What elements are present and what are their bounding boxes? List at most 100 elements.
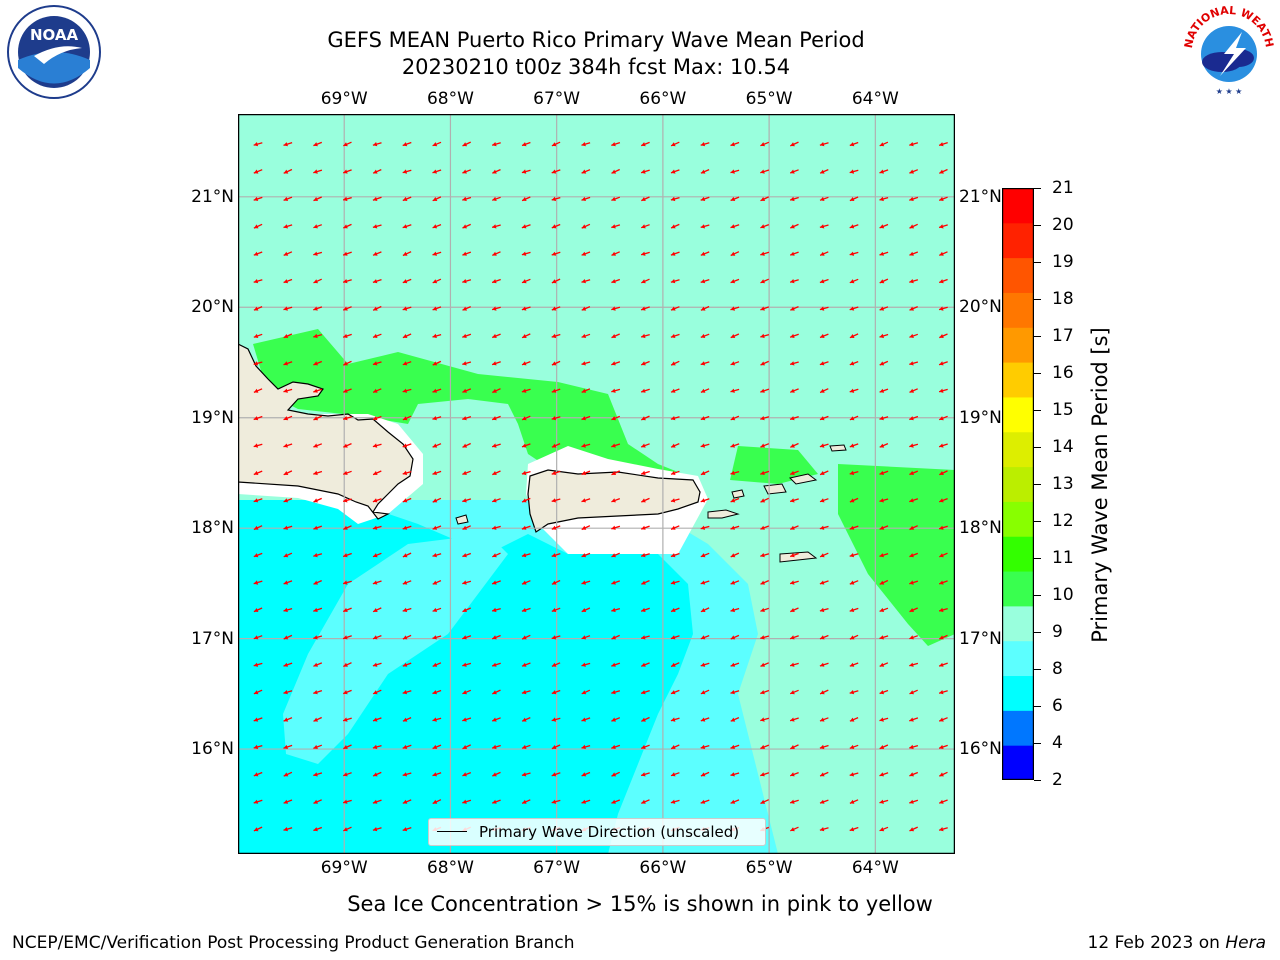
wave-direction-arrow (521, 634, 531, 640)
colorbar-tick-label: 18 (1052, 289, 1074, 309)
wave-direction-arrow (611, 306, 621, 311)
wave-direction-arrow (760, 470, 770, 475)
wave-direction-arrow (611, 443, 621, 448)
wave-direction-arrow (521, 553, 531, 558)
wave-direction-arrow (819, 415, 829, 421)
wave-direction-arrow (372, 361, 382, 366)
wave-direction-arrow (402, 662, 412, 667)
wave-direction-arrow (521, 744, 531, 749)
wave-direction-arrow (939, 168, 948, 174)
wave-direction-arrow (611, 224, 621, 229)
wave-direction-arrow (849, 525, 859, 530)
wave-direction-arrow (730, 662, 740, 667)
wave-direction-arrow (521, 196, 531, 202)
wave-direction-arrow (491, 717, 501, 722)
wave-direction-arrow (253, 279, 263, 284)
wave-direction-arrow (462, 442, 471, 448)
wave-direction-arrow (849, 497, 859, 503)
wave-direction-arrow (372, 169, 382, 174)
wave-direction-arrow (521, 690, 531, 695)
wave-direction-arrow (551, 416, 561, 421)
wave-direction-arrow (253, 799, 263, 804)
wave-direction-arrow (402, 772, 412, 777)
wave-direction-arrow (849, 443, 859, 448)
wave-direction-arrow (462, 635, 472, 640)
wave-direction-arrow (730, 799, 740, 804)
wave-direction-arrow (462, 744, 471, 750)
wave-direction-arrow (283, 771, 293, 777)
wave-direction-arrow (641, 716, 650, 722)
wave-direction-arrow (938, 827, 948, 832)
wave-direction-arrow (819, 224, 829, 229)
wave-direction-arrow (492, 771, 501, 777)
wave-direction-arrow (491, 662, 501, 667)
wave-direction-arrow (551, 141, 561, 147)
wave-direction-arrow (909, 306, 918, 311)
lat-label-right: 21°N (959, 186, 1002, 207)
wave-direction-arrow (402, 415, 412, 421)
wave-direction-arrow (551, 607, 561, 613)
wave-direction-arrow (819, 799, 829, 804)
wave-direction-arrow (819, 306, 829, 311)
wave-direction-arrow (909, 525, 918, 531)
wave-direction-arrow (491, 525, 501, 530)
wave-direction-arrow (789, 361, 799, 366)
wave-direction-arrow (641, 497, 650, 503)
wave-direction-arrow (879, 525, 889, 530)
wave-direction-arrow (700, 717, 710, 722)
wave-direction-arrow (342, 306, 352, 311)
wave-direction-arrow (819, 361, 829, 366)
wave-direction-arrow (253, 689, 263, 695)
wave-direction-arrow (909, 196, 919, 201)
wave-direction-arrow (581, 689, 591, 695)
wave-direction-arrow (462, 169, 472, 174)
wave-direction-arrow (640, 443, 650, 448)
colorbar-title: Primary Wave Mean Period [s] (1088, 327, 1113, 643)
wave-direction-arrow (521, 306, 531, 311)
wave-direction-arrow (313, 224, 323, 229)
legend-label: Primary Wave Direction (unscaled) (479, 823, 740, 841)
wave-direction-arrow (432, 635, 442, 640)
wave-direction-arrow (909, 388, 918, 393)
wave-direction-arrow (283, 333, 293, 339)
wave-direction-arrow (849, 772, 859, 777)
wave-direction-arrow (611, 690, 621, 695)
wave-direction-arrow (760, 169, 770, 174)
wave-direction-arrow (760, 278, 769, 284)
wave-direction-arrow (492, 388, 501, 394)
wave-direction-arrow (313, 553, 323, 558)
lat-label-right: 17°N (959, 628, 1002, 649)
wave-direction-arrow (849, 662, 859, 667)
wave-direction-arrow (640, 169, 650, 174)
wave-direction-arrow (521, 525, 531, 530)
wave-direction-arrow (253, 470, 263, 476)
colorbar-swatch (1002, 257, 1034, 293)
wave-direction-arrow (700, 142, 710, 147)
wave-direction-arrow (521, 772, 531, 777)
wave-direction-arrow (640, 360, 650, 366)
wave-direction-arrow (342, 470, 352, 475)
wave-direction-arrow (402, 361, 412, 366)
wave-direction-arrow (372, 662, 382, 667)
wave-direction-arrow (789, 470, 799, 476)
wave-direction-arrow (789, 662, 799, 667)
wave-direction-arrow (581, 799, 591, 804)
wave-direction-arrow (938, 278, 948, 284)
wave-direction-arrow (462, 223, 471, 229)
wave-direction-arrow (313, 251, 323, 256)
wave-direction-arrow (909, 443, 919, 448)
wave-direction-arrow (700, 224, 710, 229)
lon-label-bottom: 67°W (533, 858, 581, 878)
wave-direction-arrow (670, 360, 680, 366)
wave-direction-arrow (521, 497, 531, 503)
footer-host: Hera (1225, 933, 1266, 953)
lat-label-right: 18°N (959, 518, 1002, 539)
wave-direction-arrow (402, 388, 412, 393)
wave-direction-arrow (849, 388, 859, 393)
wave-direction-arrow (849, 717, 859, 722)
wave-direction-arrow (760, 416, 770, 421)
wave-direction-arrow (491, 634, 501, 640)
wave-direction-arrow (462, 388, 472, 393)
wave-direction-arrow (313, 744, 323, 750)
wave-direction-arrow (938, 744, 948, 749)
